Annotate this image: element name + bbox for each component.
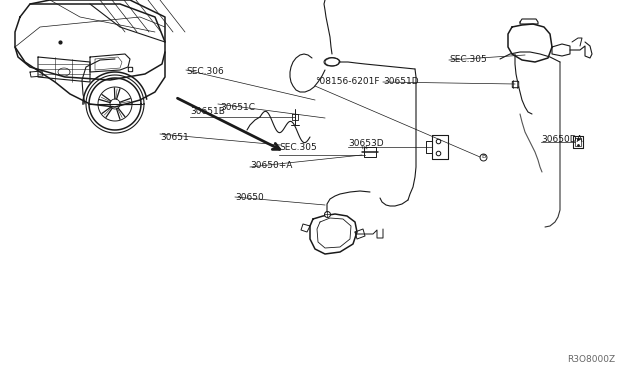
Text: 30653D: 30653D [348, 138, 383, 148]
Text: SEC.305: SEC.305 [449, 55, 487, 64]
Text: 30650: 30650 [235, 192, 264, 202]
Text: B: B [481, 154, 485, 160]
Text: 30650+A: 30650+A [250, 160, 292, 170]
Text: 30651C: 30651C [220, 103, 255, 112]
Text: R3O8000Z: R3O8000Z [567, 356, 615, 365]
Text: 30651B: 30651B [190, 108, 225, 116]
Text: 30651D: 30651D [383, 77, 419, 87]
Text: 30650DA: 30650DA [541, 135, 582, 144]
Text: SEC.306: SEC.306 [186, 67, 224, 77]
Text: SEC.305: SEC.305 [279, 144, 317, 153]
Text: 30651: 30651 [160, 134, 189, 142]
Text: °08156-6201F: °08156-6201F [315, 77, 380, 87]
